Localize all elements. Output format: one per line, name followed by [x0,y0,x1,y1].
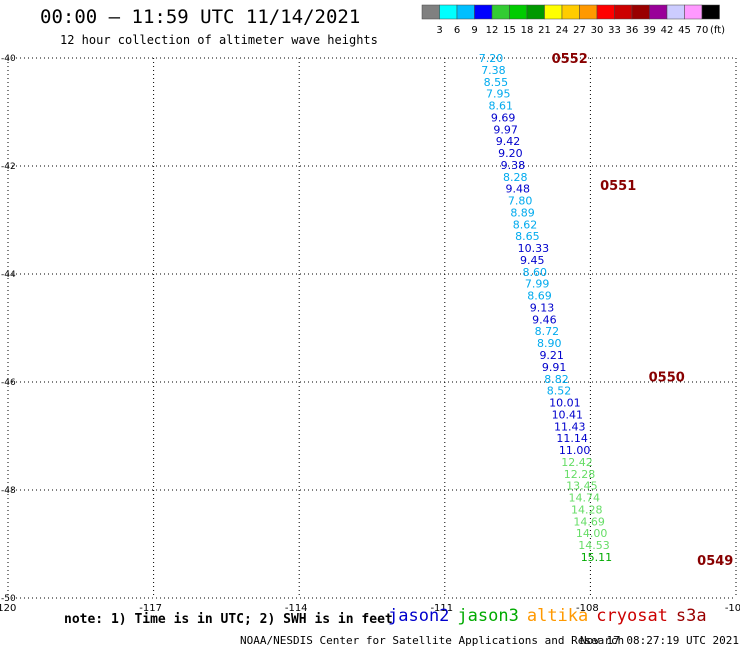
wave-height-label: 8.82 [544,373,569,386]
color-scale-label: 21 [538,25,551,36]
color-scale-label: 27 [573,25,586,36]
color-scale-label: 15 [503,25,516,36]
wave-height-label: 8.52 [547,385,572,398]
wave-height-label: 9.91 [542,361,567,374]
wave-height-label: 13.45 [566,480,598,493]
wave-height-label: 8.69 [527,290,552,303]
satellite-legend: jason2 jason3 altika cryosat s3a [388,606,715,626]
y-tick-label: -46 [1,378,16,388]
color-swatch [701,4,720,20]
satellite-legend-item: s3a [675,606,707,626]
wave-height-label: 12.42 [561,456,593,469]
wave-height-label: 7.80 [508,195,532,208]
wave-height-label: 11.43 [554,420,586,433]
x-tick-label: -114 [285,603,308,612]
wave-height-label: 9.42 [496,135,521,148]
wave-height-label: 15.11 [581,551,613,564]
color-scale-unit: (ft) [710,25,725,36]
chart-subtitle: 12 hour collection of altimeter wave hei… [60,33,378,47]
credit-text: NOAA/NESDIS Center for Satellite Applica… [240,634,625,647]
units-note: note: 1) Time is in UTC; 2) SWH is in fe… [64,612,393,627]
wave-height-label: 8.61 [488,100,512,113]
satellite-legend-item: jason2 [388,606,450,626]
color-scale-label: 30 [591,25,604,36]
wave-height-label: 12.28 [564,468,596,481]
wave-height-label: 9.46 [532,313,557,326]
color-scale-label: 39 [643,25,656,36]
wave-height-chart: -120 -117 -114 -111 -108 -10 -40 -42 -44 -46 -48 -5… [0,52,740,612]
x-tick-label: -120 [0,603,16,612]
wave-height-label: 7.99 [525,278,550,291]
color-scale-label: 12 [486,25,499,36]
wave-height-label: 8.60 [522,266,547,279]
satellite-legend-item: jason3 [457,606,519,626]
satellite-legend-item: cryosat [596,606,668,626]
wave-height-label: 8.72 [535,325,560,338]
color-scale-label: 70 [696,25,709,36]
satellite-legend-item: altika [526,606,589,626]
wave-height-label: 7.38 [481,64,506,77]
y-tick-label: -44 [1,270,16,280]
color-scale-label: 6 [454,25,460,36]
color-scale-label: 9 [471,25,477,36]
wave-height-label: 14.00 [576,527,608,540]
y-tick-label: -42 [1,162,16,172]
wave-height-label: 9.45 [520,254,545,267]
color-scale-label: 45 [678,25,691,36]
wave-height-label: 9.48 [505,183,530,196]
wave-height-label: 14.74 [569,492,601,505]
pass-time-label: 0550 [649,371,685,386]
wave-height-label: 14.69 [573,515,605,528]
color-scale-label: 3 [436,25,442,36]
color-scale-label: 33 [608,25,621,36]
color-scale-legend: 3 6 9 12 15 18 21 24 27 30 33 36 39 42 45 70 (ft) [421,4,725,36]
wave-height-label: 10.33 [518,242,550,255]
pass-time-label: 0551 [600,179,636,194]
wave-height-label: 10.01 [549,397,581,410]
wave-height-label: 7.20 [479,52,504,65]
wave-height-label: 11.14 [556,432,588,445]
pass-time-label: 0549 [697,554,733,569]
color-scale-label: 36 [626,25,639,36]
wave-height-label: 11.00 [559,444,591,457]
wave-height-label: 9.13 [530,301,555,314]
wave-height-label: 14.28 [571,503,603,516]
x-tick-label: -10 [725,603,740,612]
y-tick-label: -50 [1,594,16,604]
wave-height-label: 7.95 [486,88,511,101]
generation-timestamp: Nov 17 08:27:19 UTC 2021 [580,634,739,647]
color-scale-label: 18 [521,25,534,36]
x-tick-label: -111 [430,603,453,612]
wave-height-label: 9.21 [539,349,564,362]
pass-time-label: 0552 [552,52,588,67]
x-tick-label: -117 [139,603,162,612]
wave-height-label: 9.20 [498,147,522,160]
wave-height-label: 14.53 [578,539,610,552]
wave-height-label: 8.65 [515,230,540,243]
chart-title: 00:00 – 11:59 UTC 11/14/2021 [40,6,361,28]
y-tick-label: -40 [1,54,16,64]
wave-height-label: 9.69 [491,111,516,124]
y-tick-label: -48 [1,486,16,496]
wave-height-label: 9.97 [493,123,518,136]
wave-height-label: 8.55 [484,76,509,89]
color-scale-label: 42 [661,25,674,36]
wave-height-label: 8.90 [537,337,562,350]
wave-height-label: 8.28 [503,171,528,184]
wave-height-label: 9.38 [501,159,526,172]
wave-height-label: 8.62 [513,218,538,231]
x-tick-label: -108 [576,603,599,612]
wave-height-label: 8.89 [510,206,535,219]
wave-height-label: 10.41 [552,408,584,421]
color-scale-label: 24 [556,25,569,36]
